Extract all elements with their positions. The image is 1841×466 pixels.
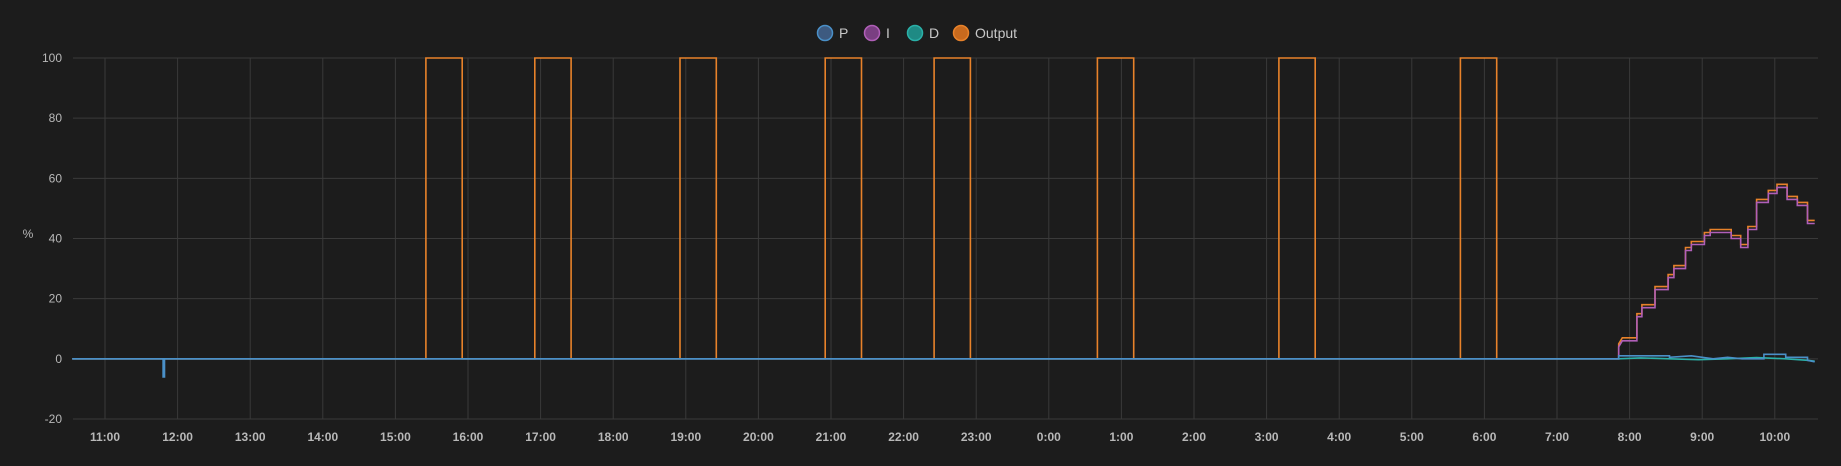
- y-tick-label: 20: [49, 292, 63, 306]
- x-tick-label: 10:00: [1759, 430, 1790, 444]
- x-tick-label: 2:00: [1182, 430, 1206, 444]
- x-tick-label: 17:00: [525, 430, 556, 444]
- y-tick-label: 80: [49, 111, 63, 125]
- x-tick-label: 7:00: [1545, 430, 1569, 444]
- legend-swatch: [816, 24, 834, 42]
- x-tick-label: 14:00: [307, 430, 338, 444]
- legend-label: D: [929, 25, 939, 41]
- y-tick-label: -20: [45, 412, 63, 426]
- x-tick-label: 0:00: [1037, 430, 1061, 444]
- legend-item-i[interactable]: I: [863, 24, 890, 42]
- x-tick-label: 16:00: [453, 430, 484, 444]
- legend-item-p[interactable]: P: [816, 24, 849, 42]
- x-tick-label: 23:00: [961, 430, 992, 444]
- x-tick-label: 4:00: [1327, 430, 1351, 444]
- legend-item-output[interactable]: Output: [952, 24, 1018, 42]
- legend-item-d[interactable]: D: [906, 24, 940, 42]
- legend-label: Output: [975, 25, 1017, 41]
- legend-label: P: [839, 25, 848, 41]
- x-tick-label: 8:00: [1618, 430, 1642, 444]
- y-gridlines: [73, 57, 1818, 420]
- x-tick-label: 11:00: [90, 430, 120, 444]
- series-layer: [72, 57, 1815, 378]
- series-line-p: [72, 353, 1815, 378]
- x-tick-label: 21:00: [816, 430, 847, 444]
- x-tick-label: 18:00: [598, 430, 629, 444]
- x-tick-label: 5:00: [1400, 430, 1424, 444]
- x-tick-label: 15:00: [380, 430, 411, 444]
- x-tick-label: 20:00: [743, 430, 774, 444]
- x-tick-label: 13:00: [235, 430, 266, 444]
- y-axis-title: %: [23, 227, 34, 241]
- x-tick-label: 22:00: [888, 430, 919, 444]
- x-tick-label: 19:00: [670, 430, 701, 444]
- legend-swatch: [906, 24, 924, 42]
- y-tick-label: 100: [42, 51, 62, 65]
- series-line-output: [72, 57, 1815, 360]
- y-tick-label: 40: [49, 232, 63, 246]
- legend: P I D Output: [816, 24, 1018, 42]
- x-tick-label: 12:00: [162, 430, 193, 444]
- y-tick-labels: 100 80 60 40 20 0 -20: [42, 51, 62, 426]
- legend-swatch: [863, 24, 881, 42]
- y-tick-label: 0: [55, 352, 62, 366]
- series-line-i: [72, 186, 1815, 360]
- legend-label: I: [886, 25, 890, 41]
- x-tick-label: 3:00: [1255, 430, 1279, 444]
- x-tick-label: 1:00: [1109, 430, 1133, 444]
- x-tick-label: 6:00: [1472, 430, 1496, 444]
- x-tick-label: 9:00: [1690, 430, 1714, 444]
- y-tick-label: 60: [49, 171, 63, 185]
- legend-swatch: [952, 24, 970, 42]
- x-tick-labels: 11:00 12:00 13:00 14:00 15:00 16:00 17:00 18:00…: [90, 430, 1790, 444]
